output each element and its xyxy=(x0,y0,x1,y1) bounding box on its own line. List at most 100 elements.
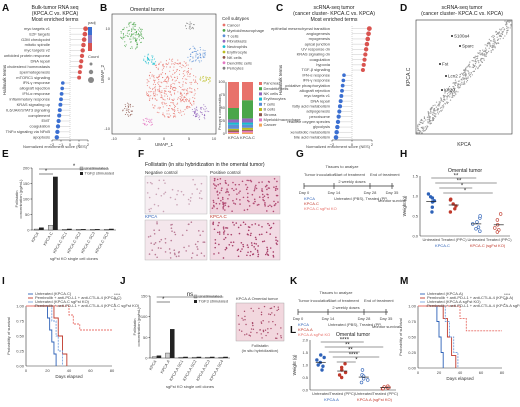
umap-cell-point xyxy=(168,113,170,115)
ish-signal xyxy=(254,248,257,250)
ish-signal xyxy=(249,234,252,237)
umap-cell-point xyxy=(150,59,152,61)
umap-cell-point xyxy=(159,85,161,87)
umap-cell-point xyxy=(200,107,202,110)
ish-signal xyxy=(258,224,260,226)
A-plot-term: unfolded protein response xyxy=(4,53,51,58)
gene-point xyxy=(444,92,446,94)
gene-point xyxy=(463,82,465,84)
gene-point xyxy=(448,85,451,88)
umap-cell-point xyxy=(153,77,155,79)
panelE-bar-unstimulated xyxy=(104,229,110,231)
gene-point xyxy=(443,106,445,108)
ish-signal xyxy=(164,237,167,240)
gene-point xyxy=(440,97,442,99)
ish-label-positive: Positive control xyxy=(210,170,241,175)
inset-ish-signal xyxy=(244,318,246,321)
umap-cell-point xyxy=(194,81,196,83)
panelG-day-label: Day 35 xyxy=(386,190,399,195)
panelM-xtick-label: 0 xyxy=(417,370,420,375)
gene-point xyxy=(468,72,470,74)
gene-point xyxy=(454,92,456,94)
ish-signal xyxy=(177,190,179,192)
inset-caption-2: (in situ hybridization) xyxy=(242,348,279,353)
umap-cell-point xyxy=(147,57,149,59)
gene-point xyxy=(459,86,461,88)
umap-cell-point xyxy=(120,32,122,34)
umap-cell-point xyxy=(184,78,186,80)
umap-cell-point xyxy=(194,60,197,62)
umap-cell-point xyxy=(163,102,165,104)
ish-signal xyxy=(223,238,225,241)
ish-signal xyxy=(191,252,194,254)
umap-cell-point xyxy=(194,93,196,95)
umap-cell-point xyxy=(128,108,130,110)
umap-cell-point xyxy=(196,106,198,108)
umap-cell-point xyxy=(146,92,148,95)
umap-cell-point xyxy=(193,100,195,102)
gene-point xyxy=(435,106,437,108)
ish-signal xyxy=(164,182,166,184)
umap-cell-point xyxy=(144,117,146,120)
C-plot-term: adipogenesis xyxy=(306,109,330,114)
umap-cell-point xyxy=(152,91,154,93)
A-plot-dot xyxy=(55,124,61,129)
umap-cell-point xyxy=(140,32,142,34)
gene-point xyxy=(422,130,424,132)
gene-point xyxy=(481,61,484,63)
ish-signal xyxy=(265,231,268,234)
gene-point xyxy=(467,76,469,78)
gene-point xyxy=(461,72,463,74)
panelL-data-point xyxy=(339,375,344,380)
composition-ytick-label: 100 xyxy=(218,79,225,84)
ish-signal xyxy=(171,188,174,191)
ish-signal xyxy=(223,202,226,204)
umap-cell-point xyxy=(194,50,196,53)
panel-D-ylabel: KPCA.C xyxy=(406,67,412,86)
gene-point xyxy=(466,66,468,68)
highlighted-gene-point xyxy=(439,63,441,65)
umap-cell-point xyxy=(174,93,176,95)
panelK-day-label: Day 0 xyxy=(293,316,304,321)
panelJ-bar-stimulated xyxy=(183,356,188,358)
ish-signal xyxy=(214,187,216,190)
panelE-bar-stimulated xyxy=(53,176,58,230)
ish-signal xyxy=(200,252,203,254)
ish-signal xyxy=(241,180,244,183)
umap-cell-point xyxy=(177,108,179,110)
A-plot-dot xyxy=(81,37,87,42)
umap-cell-point xyxy=(164,95,166,97)
ish-signal xyxy=(197,230,200,232)
panelG-doses-label: Untreated (PBS), Treated (PP xyxy=(334,196,387,201)
ish-signal xyxy=(219,178,222,180)
gene-point xyxy=(428,120,431,122)
umap-cell-point xyxy=(178,73,181,75)
A-plot-term: complement xyxy=(28,113,51,118)
ish-signal xyxy=(254,223,257,225)
gene-point xyxy=(429,116,431,118)
umap-cell-point xyxy=(125,112,128,114)
gene-point xyxy=(439,104,441,106)
count-size-key xyxy=(88,77,94,83)
panelE-bar-unstimulated xyxy=(90,229,96,231)
umap-cell-point xyxy=(137,29,139,31)
gene-point xyxy=(441,105,444,107)
A-plot-term: G2M checkpoint xyxy=(21,37,51,42)
C-plot-term: KRAS signaling dn xyxy=(297,52,330,57)
umap-ytick-label: 10 xyxy=(106,26,111,31)
umap-cell-point xyxy=(152,55,154,57)
ish-signal xyxy=(214,246,216,249)
umap-cell-point xyxy=(204,53,206,55)
umap-cell-point xyxy=(164,90,166,92)
gene-point xyxy=(473,65,475,67)
umap-cell-point xyxy=(180,99,182,101)
ish-signal xyxy=(251,193,254,196)
ish-signal xyxy=(272,210,275,213)
gene-point xyxy=(437,111,439,113)
highlighted-gene-point xyxy=(459,45,461,47)
umap-cell-point xyxy=(155,61,157,63)
gene-point xyxy=(467,65,469,67)
gene-point xyxy=(465,74,468,76)
gene-point xyxy=(457,80,460,82)
panelH-data-point xyxy=(448,210,453,214)
